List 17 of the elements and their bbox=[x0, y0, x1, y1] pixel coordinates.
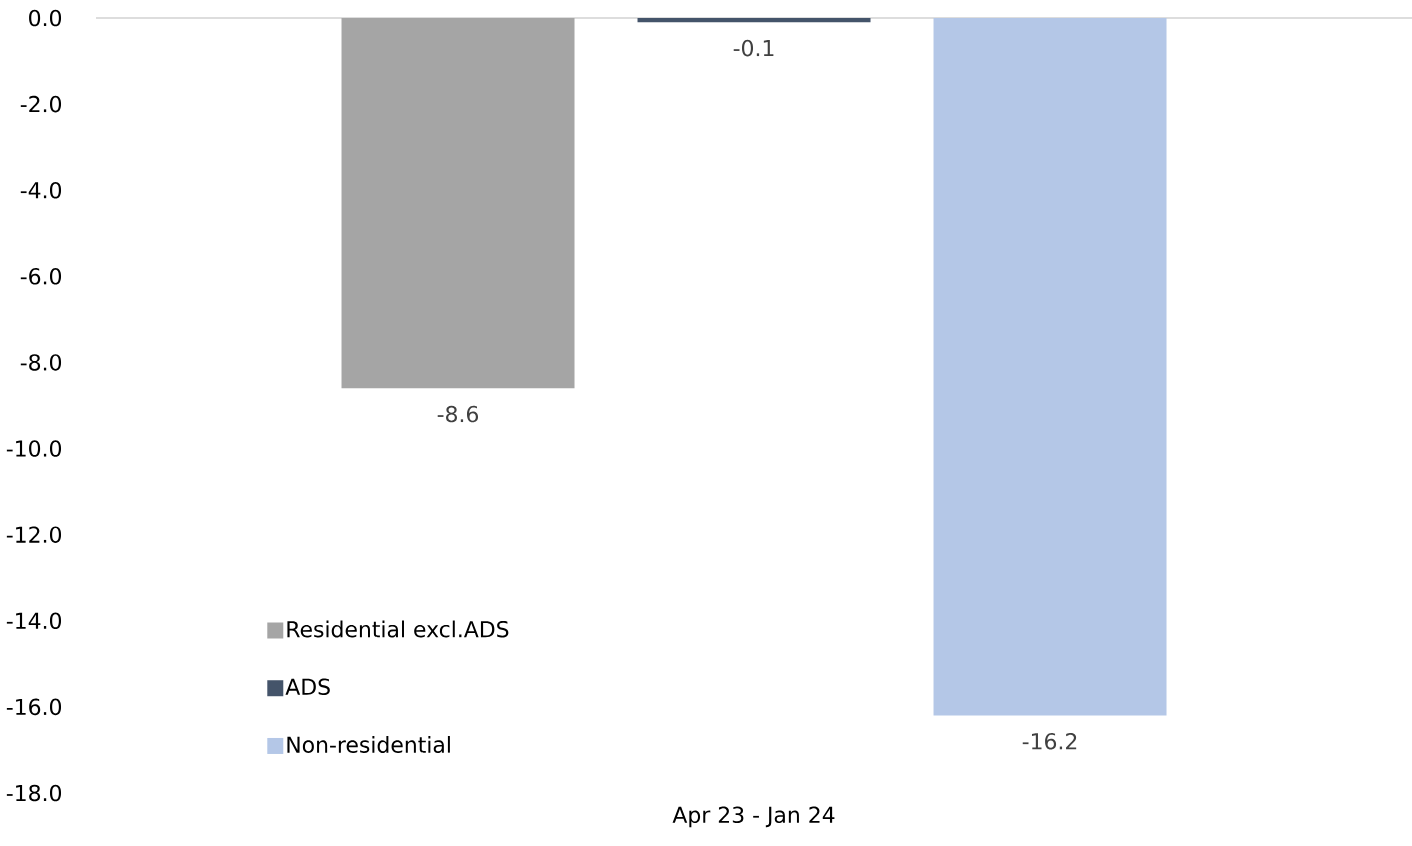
data-label: -16.2 bbox=[1022, 733, 1077, 750]
y-tick-label: -18.0 bbox=[6, 784, 62, 802]
y-tick-label: 0.0 bbox=[29, 9, 62, 27]
x-tick-label: Apr 23 - Jan 24 bbox=[672, 806, 835, 828]
data-label: -0.1 bbox=[733, 39, 774, 57]
y-tick-label: -14.0 bbox=[6, 612, 62, 630]
data-label: -8.6 bbox=[437, 405, 479, 423]
y-tick-label: -12.0 bbox=[6, 526, 62, 543]
legend-label: Residential excl.ADS bbox=[287, 620, 509, 638]
legend-label: Non-residential bbox=[287, 735, 450, 753]
y-tick-label: -8.0 bbox=[20, 354, 62, 371]
y-tick-label: -4.0 bbox=[20, 181, 62, 199]
y-tick-label: -10.0 bbox=[6, 440, 62, 457]
y-tick-label: -6.0 bbox=[20, 268, 62, 285]
legend-label: ADS bbox=[285, 678, 330, 696]
y-tick-label: -16.0 bbox=[6, 698, 62, 716]
y-tick-label: -2.0 bbox=[20, 95, 62, 113]
